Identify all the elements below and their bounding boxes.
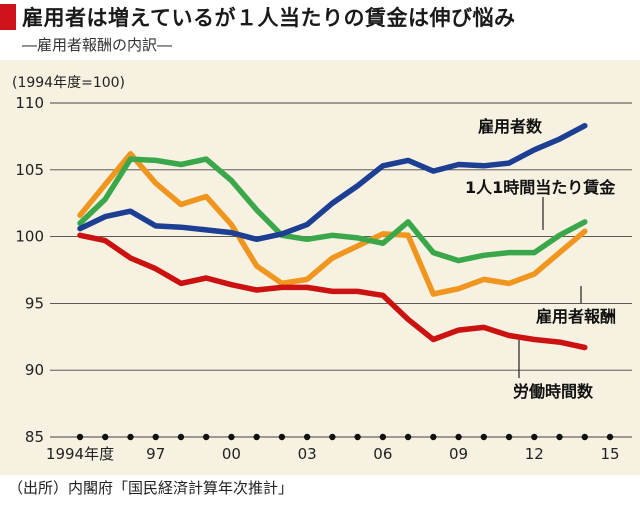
y-axis-ticks: 85 90 95 100 105 110 (15, 94, 44, 446)
x-axis-dot (228, 433, 235, 441)
series-line-compensation (77, 151, 588, 297)
x-axis-dot (329, 433, 336, 441)
line-chart: (1994年度=100) 85 90 95 100 105 110 1994年度 97 00 0… (0, 60, 640, 475)
series-line-hourly-wage (77, 156, 588, 264)
title-marker (0, 4, 16, 30)
x-tick-label: 15 (600, 445, 619, 463)
y-tick-label: 100 (15, 228, 44, 246)
chart-title: 雇用者は増えているが１人当たりの賃金は伸び悩み (22, 6, 516, 30)
x-tick-label: 00 (222, 445, 241, 463)
x-axis-dot (354, 433, 361, 441)
source-note: （出所）内閣府「国民経済計算年次推計」 (8, 479, 294, 497)
x-axis-dot (253, 433, 260, 441)
x-axis-dot (102, 433, 109, 441)
label-employees: 雇用者数 (478, 117, 543, 136)
x-tick-label: 97 (146, 445, 165, 463)
x-axis-dot (76, 433, 84, 441)
label-hourly-wage: 1人1時間当たり賃金 (465, 178, 616, 197)
x-axis-dot (430, 433, 437, 441)
x-axis-dot (581, 433, 588, 441)
x-tick-label: 03 (298, 445, 317, 463)
header: 雇用者は増えているが１人当たりの賃金は伸び悩み ―雇用者報酬の内訳― (0, 0, 640, 60)
x-axis-dot (531, 433, 538, 441)
x-axis-dot (278, 433, 286, 441)
x-axis-dot (505, 433, 513, 441)
x-axis-dot (177, 433, 185, 441)
y-tick-label: 90 (25, 361, 44, 379)
x-axis-dot (379, 433, 387, 441)
chart-area: (1994年度=100) 85 90 95 100 105 110 1994年度 97 00 0… (0, 60, 640, 475)
series-lines (77, 122, 588, 351)
callout-lines (518, 197, 582, 378)
x-tick-label: 06 (373, 445, 392, 463)
y-tick-label: 95 (25, 294, 44, 312)
unit-label: (1994年度=100) (12, 75, 125, 91)
x-axis-dot (404, 433, 412, 441)
chart-subtitle: ―雇用者報酬の内訳― (22, 36, 173, 54)
series-line-employees (77, 122, 588, 243)
x-tick-label: 12 (525, 445, 544, 463)
x-axis-dot (480, 433, 488, 441)
x-axis-dot (202, 433, 210, 441)
x-axis-dot (303, 433, 311, 441)
x-axis-dot (127, 433, 134, 441)
y-tick-label: 110 (15, 94, 44, 112)
label-compensation: 雇用者報酬 (536, 307, 616, 326)
series-line-hours (77, 232, 588, 351)
x-axis-dot (152, 433, 159, 441)
y-tick-label: 105 (15, 161, 44, 179)
y-tick-label: 85 (25, 428, 44, 446)
label-hours: 労働時間数 (513, 382, 594, 401)
x-axis-dot (455, 433, 462, 441)
series-labels: 雇用者数 1人1時間当たり賃金 雇用者報酬 労働時間数 (465, 117, 616, 401)
x-axis-dots (76, 433, 614, 441)
x-axis-dot (606, 433, 614, 441)
x-axis-ticks: 1994年度 97 00 03 06 09 12 15 (46, 445, 620, 463)
x-axis-dot (556, 433, 563, 441)
x-tick-label: 09 (449, 445, 468, 463)
x-tick-label: 1994年度 (46, 445, 114, 463)
